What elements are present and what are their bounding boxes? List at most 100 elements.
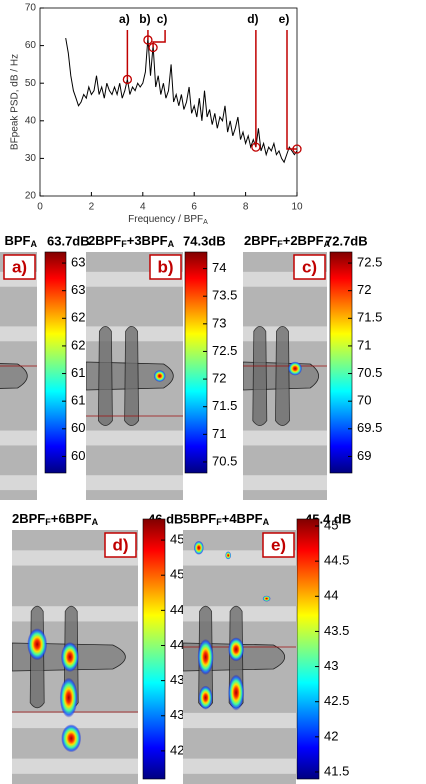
title-part: F <box>121 239 127 249</box>
panel-letter: e) <box>271 535 286 554</box>
peak-label: 74.3dB <box>183 233 226 248</box>
source-blob <box>61 724 82 753</box>
letter-box <box>293 254 326 280</box>
peak-label: 72.7dB <box>325 233 368 248</box>
colorbar <box>184 251 208 474</box>
spectrum-line <box>65 38 298 164</box>
y-tick-label: 20 <box>25 191 37 202</box>
title-part: +4BPF <box>222 511 263 526</box>
colorbar-tick-label: 42.5 <box>324 693 349 708</box>
map-image <box>86 252 183 500</box>
map-image <box>12 530 138 784</box>
annotation-leader <box>152 30 166 48</box>
peak-label: 63.7dB <box>47 233 90 248</box>
x-tick-label: 4 <box>140 202 146 213</box>
colorbar-tick-label: 44.5 <box>324 553 349 568</box>
source-blob <box>262 595 271 602</box>
colorbar-tick-label: 61 <box>71 393 85 408</box>
title-part: +2BPF <box>283 233 324 248</box>
annotation-label: c) <box>157 12 168 26</box>
panel-title: 2BPFF+3BPFA <box>88 233 175 249</box>
title-part: 5BPF <box>183 511 216 526</box>
x-axis-label: Frequency / BPFA <box>128 214 208 226</box>
source-blob <box>198 685 213 710</box>
y-tick-label: 40 <box>25 115 37 126</box>
photo-band <box>243 430 327 446</box>
panel-letter: a) <box>12 257 27 276</box>
colorbar-tick-label: 44 <box>170 637 184 652</box>
colorbar-tick-label: 74 <box>212 260 226 275</box>
title-part: A <box>31 239 38 249</box>
title-part: 2BPF <box>12 511 45 526</box>
panel-title: 2BPFF+6BPFA <box>12 511 99 527</box>
panel-title: 2BPFF+2BPFA <box>244 233 331 249</box>
annotation-leader <box>286 30 297 150</box>
colorbar-tick-label: 70 <box>357 393 371 408</box>
panel-title: BPFA <box>5 233 38 249</box>
title-part: 2BPF <box>88 233 121 248</box>
title-part: BPF <box>5 233 31 248</box>
panel-title: 5BPFF+4BPFA <box>183 511 270 527</box>
colorbar-tick-label: 70.5 <box>357 365 382 380</box>
fuselage <box>0 363 28 389</box>
colorbar-tick-label: 70.5 <box>212 453 237 468</box>
photo-band <box>86 475 183 491</box>
title-part: A <box>168 239 175 249</box>
colorbar-tick-label: 72.5 <box>212 343 237 358</box>
title-part: A <box>324 239 331 249</box>
colorbar-tick-label: 73.5 <box>212 288 237 303</box>
colorbar-tick-label: 72 <box>212 371 226 386</box>
colorbar-tick-label: 43 <box>170 707 184 722</box>
colorbar-tick-label: 71 <box>212 426 226 441</box>
annotation-marker <box>292 144 302 154</box>
colorbar-tick-label: 43.5 <box>324 623 349 638</box>
colorbar-tick-label: 73 <box>212 315 226 330</box>
colorbar-tick-label: 63 <box>71 282 85 297</box>
blade <box>124 326 139 426</box>
letter-box <box>3 254 36 280</box>
photo-band <box>183 758 296 774</box>
map-image <box>183 530 296 784</box>
source-blob <box>288 361 303 376</box>
photo-band <box>0 430 37 446</box>
x-tick-label: 0 <box>37 202 43 213</box>
annotation-label: e) <box>279 12 290 26</box>
colorbar-tick-label: 72.5 <box>357 254 382 269</box>
title-part: A <box>92 517 99 527</box>
x-tick-label: 8 <box>243 202 249 213</box>
colorbar-tick-label: 71 <box>357 337 371 352</box>
annotation-label: a) <box>119 12 130 26</box>
colorbar <box>44 251 67 474</box>
colorbar <box>296 518 320 780</box>
colorbar-tick-label: 41.5 <box>324 763 349 778</box>
source-blob <box>228 674 245 711</box>
x-tick-label: 6 <box>191 202 197 213</box>
colorbar-tick-label: 69 <box>357 448 371 463</box>
letter-box <box>104 532 137 558</box>
title-part: 2BPF <box>244 233 277 248</box>
annotation-marker <box>122 74 133 85</box>
y-tick-label: 50 <box>25 78 37 89</box>
y-tick-label: 60 <box>25 40 37 51</box>
panel-letter: d) <box>112 535 128 554</box>
blade <box>252 326 268 426</box>
title-part: F <box>277 239 283 249</box>
x-tick-label: 10 <box>291 202 303 213</box>
y-tick-label: 70 <box>25 3 37 14</box>
x-tick-label: 2 <box>89 202 95 213</box>
photo-band <box>243 475 327 491</box>
map-image <box>0 252 37 500</box>
photo-band <box>0 326 37 342</box>
y-tick-label: 30 <box>25 153 37 164</box>
source-blob <box>197 639 214 675</box>
source-blob <box>59 677 78 718</box>
x-axis-label-main: Frequency / BPF <box>128 214 203 225</box>
colorbar <box>329 251 353 474</box>
title-part: A <box>263 517 270 527</box>
panel-letter: b) <box>157 257 173 276</box>
title-part: F <box>45 517 51 527</box>
y-axis-label: BFpeak PSD, dB / Hz <box>10 54 21 150</box>
colorbar-tick-label: 62 <box>71 337 85 352</box>
annotation-marker <box>251 142 261 152</box>
